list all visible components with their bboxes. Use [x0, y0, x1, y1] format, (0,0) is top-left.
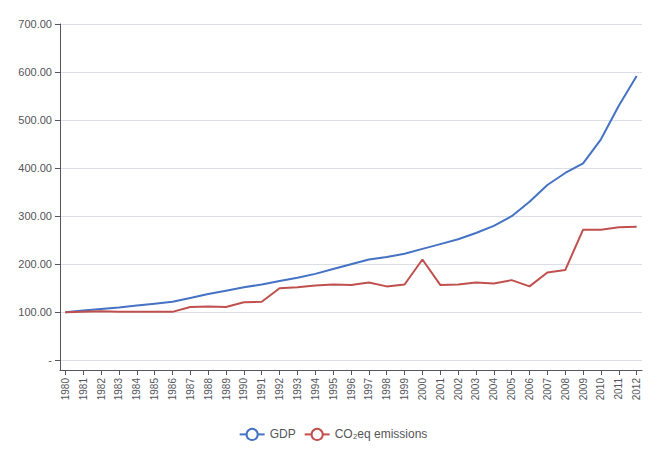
svg-text:1996: 1996	[346, 378, 357, 401]
svg-text:1998: 1998	[381, 378, 392, 401]
svg-text:2004: 2004	[488, 378, 499, 401]
svg-text:600.00: 600.00	[18, 66, 52, 78]
svg-text:2009: 2009	[578, 378, 589, 401]
svg-text:1994: 1994	[310, 378, 321, 401]
svg-text:2001: 2001	[435, 378, 446, 401]
svg-text:1983: 1983	[113, 378, 124, 401]
svg-text:1991: 1991	[256, 378, 267, 401]
svg-text:700.00: 700.00	[18, 18, 52, 30]
svg-text:1997: 1997	[363, 378, 374, 401]
svg-text:-: -	[48, 354, 52, 366]
svg-text:1982: 1982	[96, 378, 107, 401]
svg-text:2012: 2012	[631, 378, 642, 401]
svg-text:2000: 2000	[417, 378, 428, 401]
svg-text:1993: 1993	[292, 378, 303, 401]
svg-text:CO₂eq emissions: CO₂eq emissions	[335, 427, 428, 441]
svg-text:2005: 2005	[506, 378, 517, 401]
svg-text:1999: 1999	[399, 378, 410, 401]
svg-text:1985: 1985	[149, 378, 160, 401]
svg-text:GDP: GDP	[270, 427, 296, 441]
svg-text:1986: 1986	[167, 378, 178, 401]
svg-text:1988: 1988	[203, 378, 214, 401]
svg-text:500.00: 500.00	[18, 114, 52, 126]
svg-text:2003: 2003	[470, 378, 481, 401]
svg-text:100.00: 100.00	[18, 306, 52, 318]
svg-text:2002: 2002	[453, 378, 464, 401]
svg-text:2008: 2008	[560, 378, 571, 401]
svg-text:300.00: 300.00	[18, 210, 52, 222]
svg-text:1987: 1987	[185, 378, 196, 401]
svg-text:1981: 1981	[78, 378, 89, 401]
svg-text:200.00: 200.00	[18, 258, 52, 270]
svg-text:1989: 1989	[221, 378, 232, 401]
svg-text:400.00: 400.00	[18, 162, 52, 174]
svg-text:1980: 1980	[60, 378, 71, 401]
svg-text:1995: 1995	[328, 378, 339, 401]
svg-text:2006: 2006	[524, 378, 535, 401]
svg-text:1992: 1992	[274, 378, 285, 401]
svg-text:1984: 1984	[131, 378, 142, 401]
svg-text:2011: 2011	[613, 378, 624, 400]
svg-text:1990: 1990	[238, 378, 249, 401]
svg-text:2007: 2007	[542, 378, 553, 401]
svg-text:2010: 2010	[595, 378, 606, 401]
